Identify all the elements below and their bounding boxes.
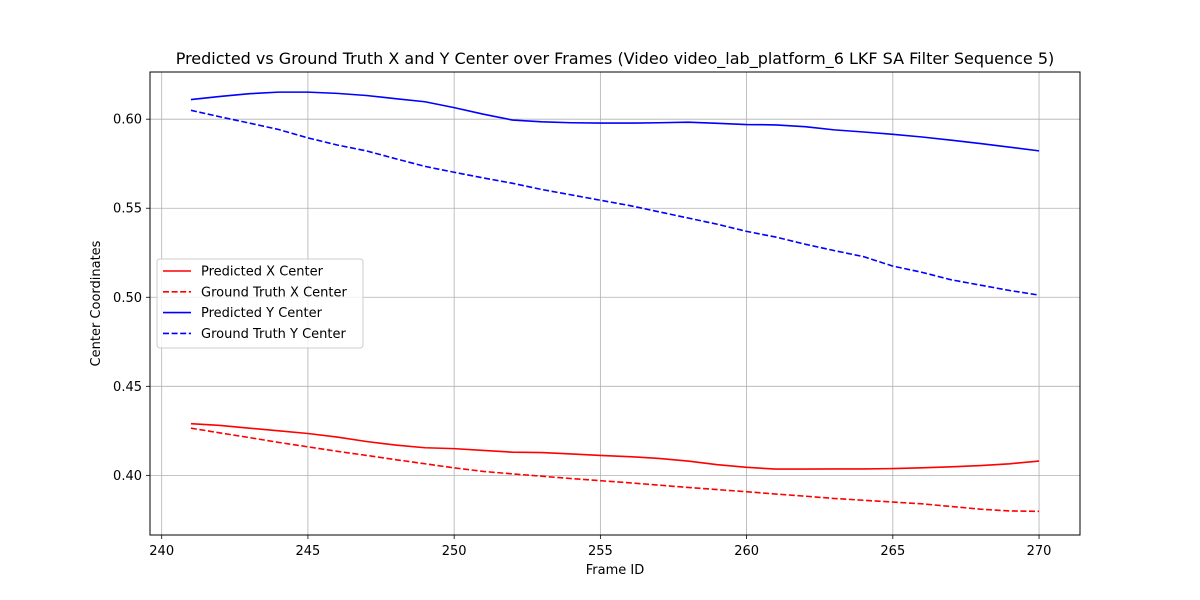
legend: Predicted X Center Ground Truth X Center P… xyxy=(156,258,364,349)
legend-label: Predicted X Center xyxy=(201,265,324,280)
grid-lines xyxy=(150,72,1080,535)
y-tick-label: 0.55 xyxy=(113,202,142,217)
y-tick-label: 0.60 xyxy=(113,113,142,128)
legend-box xyxy=(156,258,364,349)
y-axis-ticks: 0.40 0.45 0.50 0.55 0.60 xyxy=(113,113,150,484)
series-line-4 xyxy=(190,109,1040,296)
y-tick-label: 0.45 xyxy=(113,380,142,395)
x-tick-label: 250 xyxy=(442,544,467,559)
legend-label: Ground Truth Y Center xyxy=(201,327,347,342)
x-tick-label: 240 xyxy=(149,544,174,559)
series-lines xyxy=(190,91,1040,513)
series-line-1 xyxy=(190,422,1040,470)
y-tick-label: 0.50 xyxy=(113,291,142,306)
series-line-2 xyxy=(190,427,1040,513)
legend-label: Predicted Y Center xyxy=(201,306,323,321)
x-tick-label: 270 xyxy=(1027,544,1052,559)
x-axis-title: Frame ID xyxy=(586,563,644,578)
y-axis-title: Center Coordinates xyxy=(89,240,104,366)
x-tick-label: 265 xyxy=(880,544,905,559)
x-tick-label: 245 xyxy=(296,544,321,559)
x-axis-ticks: 240 245 250 255 260 265 270 xyxy=(149,535,1051,559)
chart-title: Predicted vs Ground Truth X and Y Center… xyxy=(176,49,1055,69)
plot-frame xyxy=(149,71,1081,536)
series-line-3 xyxy=(190,91,1040,152)
x-tick-label: 260 xyxy=(734,544,759,559)
x-tick-label: 255 xyxy=(588,544,613,559)
legend-label: Ground Truth X Center xyxy=(201,285,347,300)
y-tick-label: 0.40 xyxy=(113,469,142,484)
